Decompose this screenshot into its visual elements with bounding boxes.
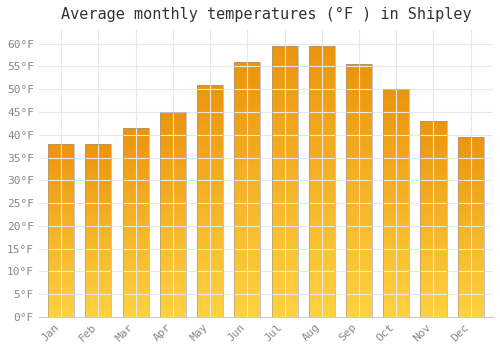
Title: Average monthly temperatures (°F ) in Shipley: Average monthly temperatures (°F ) in Sh… (60, 7, 471, 22)
